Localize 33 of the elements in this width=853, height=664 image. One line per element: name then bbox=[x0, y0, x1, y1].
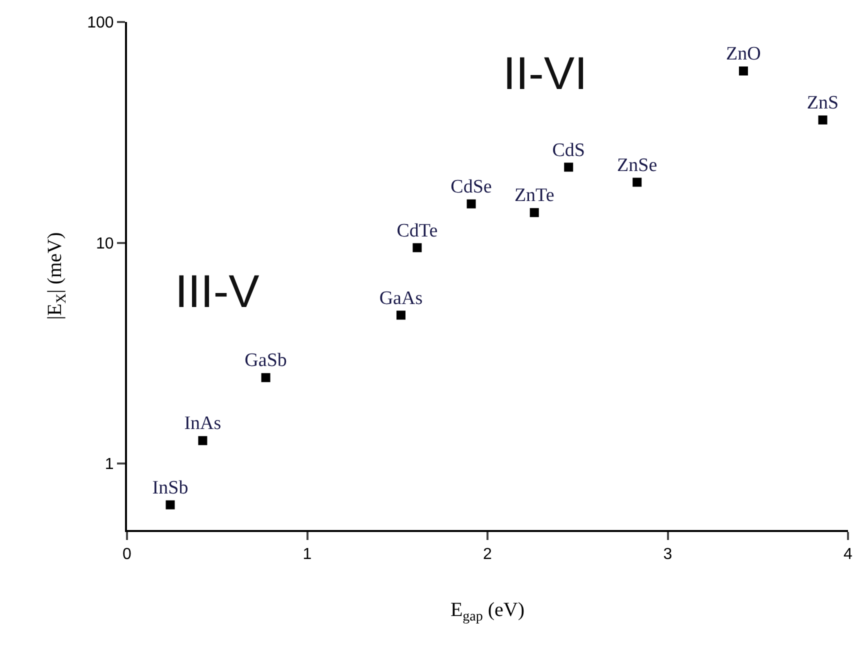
x-tick-label: 4 bbox=[844, 546, 853, 564]
y-tick-label: 1 bbox=[104, 456, 114, 474]
data-label: InSb bbox=[152, 477, 188, 498]
point bbox=[166, 500, 175, 510]
x-tick-label: 0 bbox=[122, 546, 132, 564]
x-tick-label: 2 bbox=[483, 546, 492, 564]
point bbox=[632, 178, 642, 187]
annotation: II-VI bbox=[503, 47, 588, 99]
point bbox=[564, 162, 574, 172]
data-label: ZnTe bbox=[514, 185, 554, 206]
data-label: InAs bbox=[184, 413, 222, 434]
data-label: ZnO bbox=[726, 44, 761, 65]
data-label: ZnSe bbox=[617, 154, 658, 176]
data-label: GaAs bbox=[379, 288, 423, 309]
point bbox=[738, 66, 748, 76]
point bbox=[412, 243, 422, 252]
point bbox=[818, 115, 828, 124]
y-tick-label: 100 bbox=[87, 14, 114, 32]
point bbox=[261, 373, 270, 382]
x-tick-label: 1 bbox=[302, 546, 312, 564]
annotation: III-V bbox=[175, 265, 260, 317]
point bbox=[466, 199, 476, 208]
data-label: GaSb bbox=[244, 350, 287, 372]
x-axis-title: E$_{gap}$ (eV) bbox=[450, 599, 525, 624]
data-label: CdTe bbox=[396, 220, 438, 242]
point bbox=[396, 310, 406, 320]
data-label: ZnS bbox=[806, 92, 839, 114]
y-tick-label: 10 bbox=[96, 235, 114, 252]
x-tick-label: 3 bbox=[663, 546, 672, 564]
data-label: CdSe bbox=[450, 176, 492, 198]
data-label: CdS bbox=[552, 140, 585, 161]
point bbox=[530, 208, 539, 218]
point bbox=[198, 436, 208, 446]
